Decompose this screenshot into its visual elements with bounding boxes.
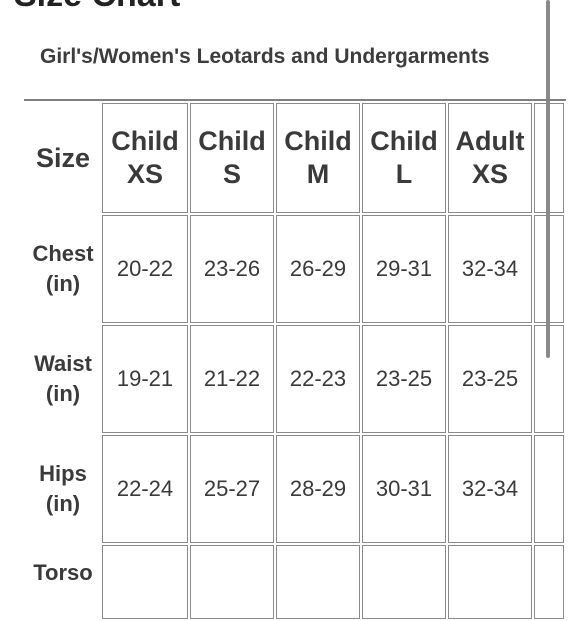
col-header-line: Child — [198, 126, 266, 157]
table-cell — [102, 545, 188, 619]
table-row-torso: Torso — [26, 545, 564, 619]
row-header-torso: Torso — [26, 545, 100, 619]
col-header-line: L — [395, 159, 413, 189]
col-header-child-l: Child L — [362, 103, 446, 213]
table-cell: 25-27 — [190, 435, 274, 543]
table-cell: 26-29 — [276, 215, 360, 323]
col-header-child-m: Child M — [276, 103, 360, 213]
table-cell: 22-23 — [276, 325, 360, 433]
col-header-line: Child — [370, 126, 438, 157]
table-cell-cutoff — [534, 435, 564, 543]
col-header-child-s: Child S — [190, 103, 274, 213]
table-cell: 21-22 — [190, 325, 274, 433]
col-header-adult-xs: Adult XS — [448, 103, 532, 213]
corner-header: Size — [35, 142, 91, 173]
row-header-line: (in) — [45, 491, 81, 516]
col-header-line: XS — [126, 159, 164, 189]
table-cell: 23-25 — [362, 325, 446, 433]
header-row: Size Child XS Child S Child M Child L Adult X… — [26, 103, 564, 213]
table-cell — [276, 545, 360, 619]
table-row-waist: Waist (in) 19-21 21-22 22-23 23-25 23-25 — [26, 325, 564, 433]
table-cell-cutoff — [534, 215, 564, 323]
table-cell-cutoff — [534, 545, 564, 619]
table-cell: 29-31 — [362, 215, 446, 323]
col-header-line: Adult — [455, 126, 525, 157]
row-header-line: (in) — [45, 381, 81, 406]
chart-subtitle: Girl's/Women's Leotards and Undergarment… — [40, 45, 490, 68]
table-cell: 23-26 — [190, 215, 274, 323]
row-header-line: Waist — [34, 351, 92, 377]
col-header-line: Child — [111, 126, 179, 157]
row-header-hips: Hips (in) — [26, 435, 100, 543]
row-header-chest: Chest (in) — [26, 215, 100, 323]
table-cell: 22-24 — [102, 435, 188, 543]
table-cell — [190, 545, 274, 619]
size-chart-table: Size Child XS Child S Child M Child L Adult X… — [24, 99, 566, 621]
table-cell — [448, 545, 532, 619]
col-header-line: M — [306, 159, 330, 189]
col-header-line: S — [222, 159, 241, 189]
row-header-waist: Waist (in) — [26, 325, 100, 433]
table-row-hips: Hips (in) 22-24 25-27 28-29 30-31 32-34 — [26, 435, 564, 543]
table-cell: 30-31 — [362, 435, 446, 543]
col-header-line: Child — [284, 126, 352, 157]
vertical-scrollbar[interactable] — [546, 0, 550, 358]
col-header-cutoff — [534, 103, 564, 213]
table-cell: 20-22 — [102, 215, 188, 323]
col-header-child-xs: Child XS — [102, 103, 188, 213]
col-header-line: XS — [471, 159, 509, 189]
table-row-chest: Chest (in) 20-22 23-26 26-29 29-31 32-34 — [26, 215, 564, 323]
table-cell: 19-21 — [102, 325, 188, 433]
row-header-line: Chest — [32, 241, 94, 267]
row-header-line: Torso — [33, 560, 93, 585]
table-cell-cutoff — [534, 325, 564, 433]
table-cell: 32-34 — [448, 435, 532, 543]
row-header-line: Hips — [39, 461, 87, 487]
table-cell: 32-34 — [448, 215, 532, 323]
table-cell — [362, 545, 446, 619]
table-cell: 28-29 — [276, 435, 360, 543]
row-header-line: (in) — [45, 271, 81, 296]
table-cell: 23-25 — [448, 325, 532, 433]
page-title: Size Chart — [14, 0, 180, 12]
